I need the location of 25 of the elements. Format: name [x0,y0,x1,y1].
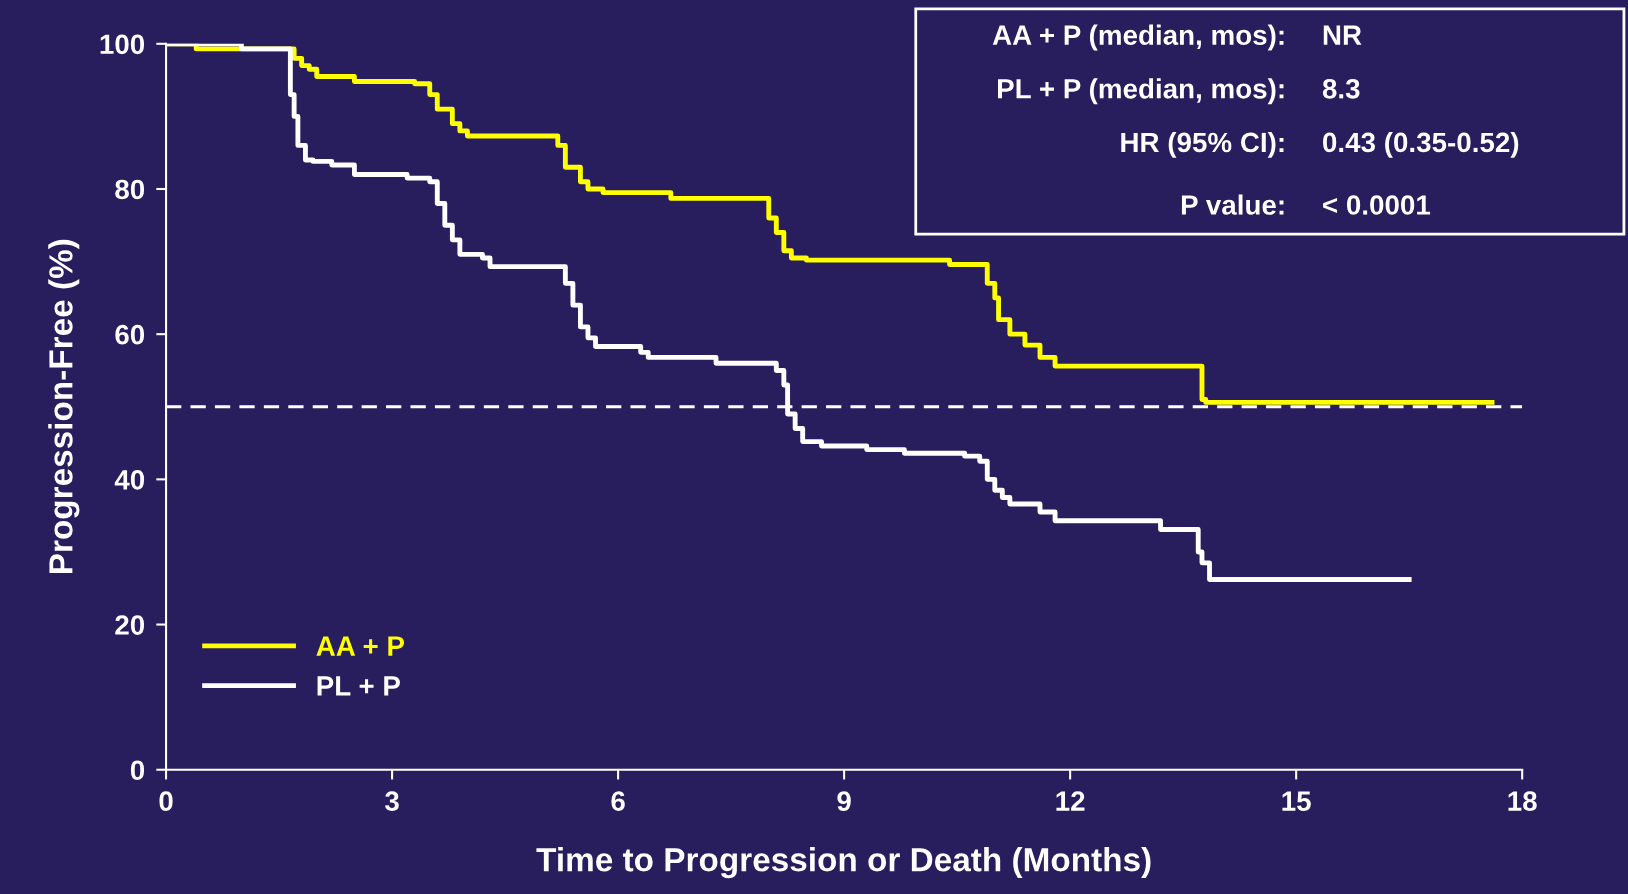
y-tick-label: 100 [100,34,145,55]
x-tick-label: 15 [1282,791,1311,811]
x-tick-label: 6 [611,791,625,811]
annotation: 0.43 (0.35-0.52) [1323,131,1519,158]
legend-label: PL + P [317,676,400,696]
y-tick-label: 60 [115,324,145,345]
x-tick-label: 9 [837,791,851,811]
y-tick-label: 20 [115,615,145,635]
x-tick-label: 18 [1508,791,1537,811]
y-tick-label: 0 [130,760,145,781]
legend-label: AA + P [316,636,405,656]
annotation: P value: [1181,194,1284,215]
x-tick-label: 12 [1056,791,1085,811]
y-axis-title: Progression-Free (%) [48,239,80,574]
x-tick-label: 0 [159,791,173,811]
y-tick-label: 80 [115,179,145,200]
annotation: 8.3 [1322,78,1360,99]
x-tick-label: 3 [384,791,399,812]
annotation: PL + P (median, mos): [998,78,1284,105]
annotation: AA + P (median, mos): [992,24,1284,51]
x-axis-title: Time to Progression or Death (Months) [536,847,1151,879]
annotation: < 0.0001 [1323,195,1431,215]
y-tick-label: 40 [114,470,145,490]
annotation: HR (95% CI): [1121,131,1284,158]
annotation: NR [1323,25,1362,45]
